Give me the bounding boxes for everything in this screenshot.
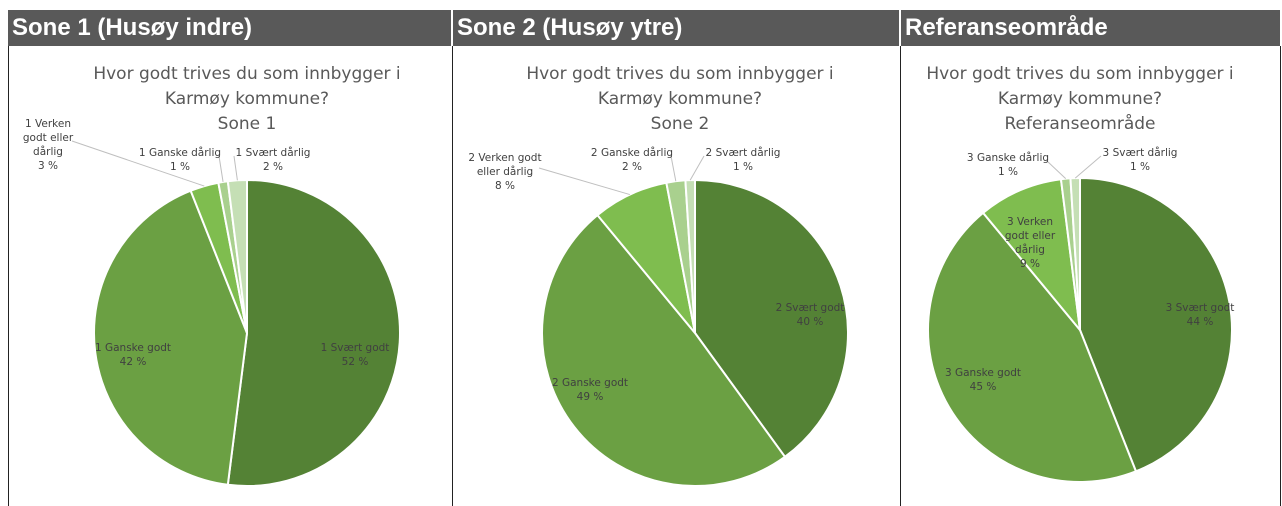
data-label: 1 Ganske godt 42 %: [93, 341, 173, 369]
data-label: 1 Svært godt 52 %: [315, 341, 395, 369]
pie-slice: [927, 211, 1138, 483]
leader-line: [538, 167, 630, 196]
leader-line: [71, 140, 205, 187]
slice-name: 1 Svært dårlig: [235, 147, 311, 159]
slice-name: 2 Svært dårlig: [705, 147, 781, 159]
slice-name: 1 Svært godt: [320, 342, 390, 354]
data-label: 3 Svært godt 44 %: [1160, 301, 1240, 329]
slice-value: 49 %: [576, 391, 604, 403]
slice-name: 3 Ganske dårlig: [966, 152, 1050, 164]
panel-border: [8, 46, 9, 506]
slice-value: 42 %: [119, 356, 147, 368]
pie-slice: [684, 178, 696, 334]
data-label: 2 Svært godt 40 %: [770, 301, 850, 329]
leader-line: [1046, 160, 1067, 180]
data-label: 3 Ganske dårlig 1 %: [963, 151, 1053, 179]
slice-name: 3 Svært godt: [1165, 302, 1235, 314]
chart-title: Karmøy kommune?: [164, 89, 330, 109]
panel-border: [452, 46, 453, 506]
panel-border: [900, 46, 901, 506]
slice-value: 3 %: [38, 160, 58, 172]
data-label: 2 Verken godt eller dårlig 8 %: [465, 151, 545, 193]
chart-subtitle: Sone 1: [217, 114, 277, 134]
slice-name: 3 Svært dårlig: [1102, 147, 1178, 159]
slice-name: 3 Verken godt eller dårlig: [1004, 216, 1056, 256]
leader-line: [218, 155, 224, 182]
data-label: 3 Ganske godt 45 %: [938, 366, 1028, 394]
slice-value: 9 %: [1020, 258, 1040, 270]
data-label: 1 Verken godt eller dårlig 3 %: [18, 117, 78, 173]
slice-name: 2 Ganske godt: [551, 377, 629, 389]
data-label: 3 Verken godt eller dårlig 9 %: [1000, 215, 1060, 271]
slice-name: 2 Ganske dårlig: [590, 147, 674, 159]
pie-slice: [540, 213, 787, 487]
leader-line: [1074, 155, 1102, 179]
chart-subtitle: Sone 2: [650, 114, 710, 134]
chart-title: Hvor godt trives du som innbygger i: [926, 64, 1234, 84]
panel-header: Sone 2 (Husøy ytre): [453, 10, 899, 46]
slice-value: 1 %: [1130, 161, 1150, 173]
slice-value: 1 %: [998, 166, 1018, 178]
slice-value: 2 %: [622, 161, 642, 173]
data-label: 2 Ganske dårlig 2 %: [587, 146, 677, 174]
pie-slice: [226, 178, 401, 487]
chart-title: Karmøy kommune?: [997, 89, 1163, 109]
data-label: 2 Ganske godt 49 %: [545, 376, 635, 404]
data-label: 1 Svært dårlig 2 %: [228, 146, 318, 174]
pie-slice: [93, 189, 249, 486]
slice-value: 45 %: [969, 381, 997, 393]
slice-name: 1 Ganske dårlig: [138, 147, 222, 159]
chart-subtitle: Referanseområde: [1004, 114, 1156, 134]
pie-slice: [1079, 176, 1233, 473]
pie-slice: [694, 178, 849, 459]
chart-title: Hvor godt trives du som innbygger i: [526, 64, 834, 84]
slice-value: 52 %: [341, 356, 369, 368]
chart-title: Hvor godt trives du som innbygger i: [93, 64, 401, 84]
slice-value: 1 %: [733, 161, 753, 173]
slice-value: 1 %: [170, 161, 190, 173]
slice-name: 3 Ganske godt: [944, 367, 1022, 379]
chart-title: Karmøy kommune?: [597, 89, 763, 109]
panel-border: [1280, 46, 1281, 506]
data-label: 2 Svært dårlig 1 %: [698, 146, 788, 174]
data-label: 1 Ganske dårlig 1 %: [135, 146, 225, 174]
panel-header: Sone 1 (Husøy indre): [8, 10, 451, 46]
data-label: 3 Svært dårlig 1 %: [1095, 146, 1185, 174]
slice-name: 1 Ganske godt: [94, 342, 172, 354]
slice-value: 2 %: [263, 161, 283, 173]
panel-header: Referanseområde: [901, 10, 1280, 46]
slice-name: 2 Verken godt eller dårlig: [468, 152, 542, 178]
slice-name: 1 Verken godt eller dårlig: [22, 118, 74, 158]
leader-line: [233, 155, 238, 181]
pie-slice: [981, 178, 1082, 334]
slice-value: 8 %: [495, 180, 515, 192]
leader-line: [689, 155, 705, 181]
leader-line: [670, 155, 677, 182]
slice-value: 40 %: [796, 316, 824, 328]
slice-name: 2 Svært godt: [775, 302, 845, 314]
slice-value: 44 %: [1186, 316, 1214, 328]
